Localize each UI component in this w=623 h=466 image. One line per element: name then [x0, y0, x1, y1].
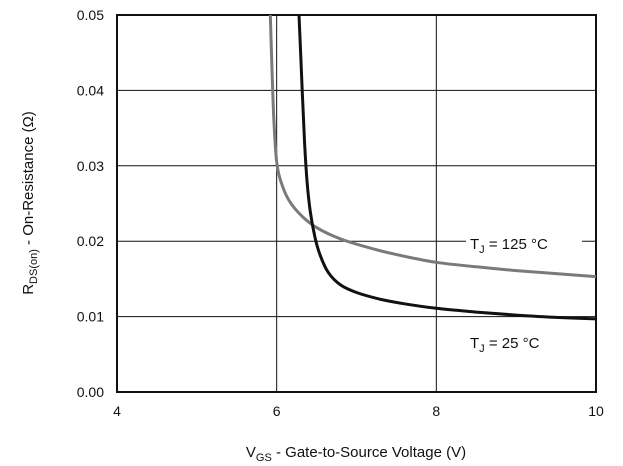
series-lines [268, 14, 597, 321]
x-tick-label: 10 [588, 403, 604, 419]
y-tick-label: 0.03 [77, 158, 104, 174]
y-tick-label: 0.00 [77, 384, 104, 400]
y-tick-label: 0.01 [77, 309, 104, 325]
y-tick-label: 0.04 [77, 82, 104, 98]
y-tick-labels: 0.00 0.01 0.02 0.03 0.04 0.05 [77, 7, 104, 400]
x-axis-label: VGS - Gate-to-Source Voltage (V) [246, 444, 466, 464]
x-tick-label: 4 [113, 403, 121, 419]
legend-125-bg [466, 228, 582, 254]
series-line-0 [268, 14, 597, 279]
legend-25-label: TJ = 25 °C [470, 335, 540, 355]
legend-125-label: TJ = 125 °C [470, 236, 548, 256]
y-tick-label: 0.02 [77, 233, 104, 249]
x-tick-label: 8 [432, 403, 440, 419]
x-tick-labels: 4 6 8 10 [113, 403, 604, 419]
y-axis-label: RDS(on) - On-Resistance (Ω) [20, 111, 40, 295]
y-tick-label: 0.05 [77, 7, 104, 23]
plot-frame [116, 14, 597, 393]
x-tick-label: 6 [273, 403, 281, 419]
series-line-1 [297, 14, 597, 321]
legend-25-bg [466, 331, 572, 357]
